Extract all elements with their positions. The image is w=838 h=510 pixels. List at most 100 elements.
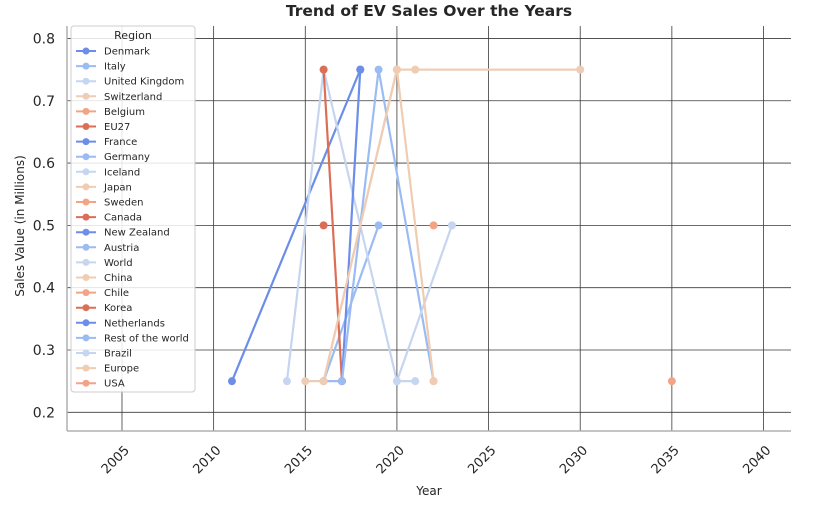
legend-swatch-marker [82,304,90,312]
legend-label: Brazil [104,349,132,360]
legend-item-netherlands: Netherlands [76,318,165,329]
legend-swatch-marker [82,198,90,206]
y-tick-label: 0.3 [33,343,55,359]
legend-label: Korea [104,303,132,314]
legend-swatch-marker [82,168,90,176]
legend-label: Italy [104,62,126,73]
legend-swatch-marker [82,92,90,100]
legend-swatch-marker [82,62,90,70]
legend-item-france: France [76,137,137,148]
legend-label: New Zealand [104,228,170,239]
legend-item-usa: USA [76,379,125,390]
legend-item-eu27: EU27 [76,122,130,133]
legend-swatch-marker [82,349,90,357]
legend-swatch-marker [82,77,90,85]
legend-swatch-marker [82,47,90,55]
data-point-germany [374,65,383,74]
data-point-switzerland [301,377,310,386]
legend-swatch-marker [82,379,90,387]
legend-swatch-marker [82,243,90,251]
legend-swatch-marker [82,334,90,342]
data-point-japan [319,377,328,386]
data-point-denmark [227,377,236,386]
x-tick-label: 2035 [649,443,683,477]
legend-swatch-marker [82,364,90,372]
data-points [227,65,676,386]
legend-item-united-kingdom: United Kingdom [76,77,184,88]
legend-item-europe: Europe [76,364,139,375]
legend-item-chile: Chile [76,288,129,299]
data-point-united-kingdom [282,377,291,386]
legend-label: Canada [104,213,142,224]
data-point-eu27 [319,65,328,74]
legend-label: Germany [104,152,150,163]
data-point-belgium [429,221,438,230]
legend-label: Chile [104,288,129,299]
data-point-united-kingdom [411,377,420,386]
legend-item-sweden: Sweden [76,198,144,209]
legend-swatch-marker [82,258,90,266]
legend-swatch-marker [82,289,90,297]
legend-swatch-marker [82,153,90,161]
data-point-sweden [667,377,676,386]
series-line-france [340,68,362,383]
data-point-france [356,65,365,74]
legend-item-denmark: Denmark [76,47,150,58]
y-tick-labels: 0.2 0.3 0.4 0.5 0.6 0.7 0.8 [33,31,55,421]
x-tick-label: 2015 [282,443,316,477]
data-point-switzerland [576,65,585,74]
y-tick-label: 0.4 [33,281,55,297]
legend-label: USA [104,379,125,390]
legend-items: Denmark Italy United Kingdom Switzerland Bel… [76,47,189,390]
x-tick-label: 2025 [465,443,499,477]
legend-label: Belgium [104,107,145,118]
legend-box [70,25,196,393]
x-tick-label: 2030 [557,443,591,477]
legend-item-world: World [76,258,133,269]
data-point-germany [337,377,346,386]
y-axis-label: Sales Value (in Millions) [13,155,27,297]
x-tick-label: 2040 [740,443,774,477]
legend-item-brazil: Brazil [76,349,132,360]
legend-label: EU27 [104,122,130,133]
y-tick-label: 0.2 [33,405,55,421]
data-point-iceland [392,377,401,386]
legend-label: China [104,273,133,284]
data-point-canada [319,221,328,230]
data-point-japan [392,65,401,74]
data-point-italy [374,221,383,230]
x-axis-label: Year [415,484,441,498]
y-tick-label: 0.6 [33,156,55,172]
legend-item-austria: Austria [76,243,139,254]
legend-item-switzerland: Switzerland [76,92,162,103]
y-tick-label: 0.8 [33,31,55,47]
series-lines [230,68,582,383]
legend-swatch-marker [82,213,90,221]
legend-label: Iceland [104,167,140,178]
x-tick-label: 2020 [374,443,408,477]
legend-item-korea: Korea [76,303,132,314]
legend-item-canada: Canada [76,213,142,224]
legend-swatch-marker [82,228,90,236]
legend-label: United Kingdom [104,77,184,88]
data-point-iceland [447,221,456,230]
legend-label: Europe [104,364,139,375]
data-point-china [411,65,420,74]
legend-label: Netherlands [104,318,165,329]
legend-title: Region [114,29,152,42]
series-line-eu27 [322,68,344,383]
chart-title: Trend of EV Sales Over the Years [286,2,572,20]
legend-label: Rest of the world [104,333,189,344]
legend-item-germany: Germany [76,152,150,163]
legend-item-rest-of-the-world: Rest of the world [76,333,189,344]
legend-item-belgium: Belgium [76,107,145,118]
legend-label: France [104,137,137,148]
legend-label: Austria [104,243,139,254]
legend-label: Japan [103,182,132,193]
axes [66,26,791,432]
legend-swatch-marker [82,107,90,115]
legend-label: Switzerland [104,92,162,103]
legend-swatch-marker [82,183,90,191]
legend-item-iceland: Iceland [76,167,140,178]
